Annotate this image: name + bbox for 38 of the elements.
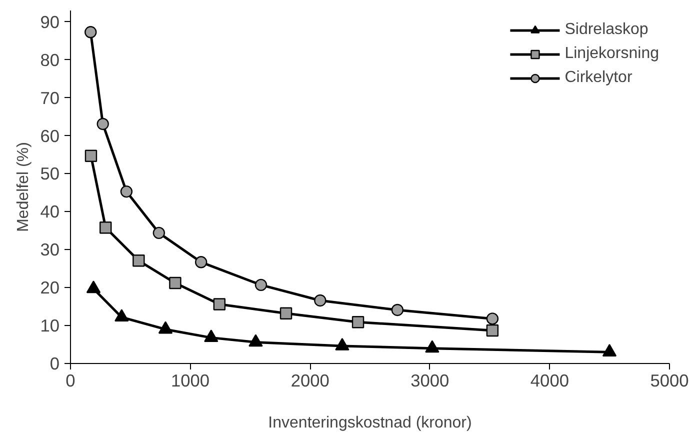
x-tick-label: 4000 [530, 370, 569, 390]
point [486, 312, 499, 325]
legend-label: Sidrelaskop [564, 21, 648, 39]
point [194, 256, 208, 268]
x-tick-label: 2000 [290, 370, 330, 390]
point [96, 118, 109, 130]
y-tick-label: 70 [40, 88, 60, 108]
y-tick-label: 60 [40, 126, 60, 146]
x-axis-title: Inventeringskostnad (kronor) [268, 414, 472, 432]
point [120, 185, 133, 198]
legend-label: Cirkelytor [564, 69, 632, 87]
point [213, 298, 226, 310]
x-tick-label: 3000 [410, 370, 450, 390]
x-tick-label: 1000 [171, 370, 210, 390]
point [391, 304, 404, 316]
point [132, 254, 145, 267]
y-tick-label: 40 [40, 202, 60, 222]
point [169, 276, 182, 290]
point [254, 278, 268, 292]
legend-label: Linjekorsning [564, 45, 659, 63]
x-tick-label: 0 [66, 370, 76, 390]
x-tick-label: 5000 [650, 370, 689, 390]
y-tick-label: 80 [40, 50, 60, 70]
y-tick-label: 0 [50, 354, 60, 374]
point [314, 294, 326, 307]
point [84, 26, 97, 38]
y-tick-label: 90 [40, 12, 60, 32]
y-tick-label: 20 [40, 278, 60, 298]
y-tick-label: 30 [40, 240, 60, 260]
y-axis-title: Medelfel (%) [15, 142, 32, 232]
point [100, 222, 112, 234]
point [352, 316, 364, 328]
y-tick-label: 50 [40, 164, 60, 184]
point [152, 226, 166, 240]
point [486, 324, 499, 337]
y-tick-label: 10 [40, 316, 60, 336]
point [280, 307, 292, 320]
point [84, 150, 98, 162]
